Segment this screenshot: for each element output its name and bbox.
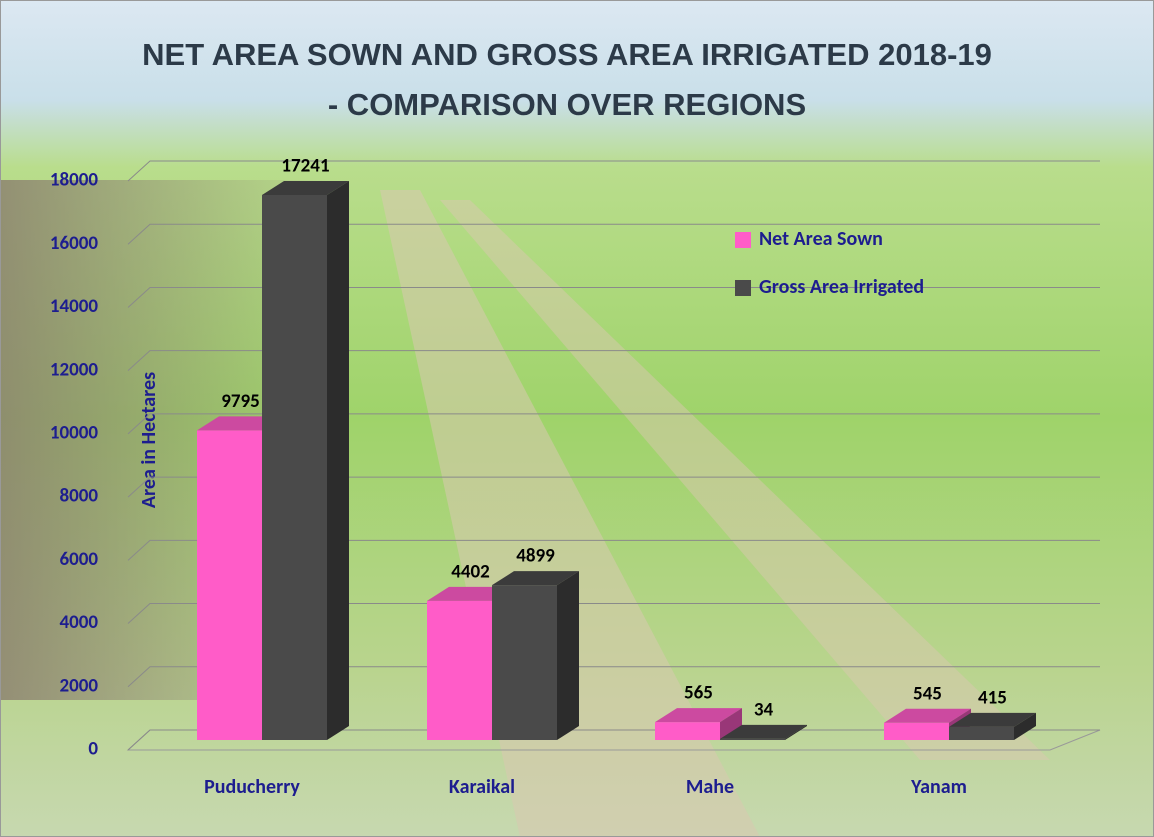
data-label: 17241 <box>281 155 329 178</box>
bar <box>262 195 327 740</box>
data-label: 4402 <box>451 560 490 583</box>
legend-swatch <box>735 232 751 248</box>
bar <box>720 739 785 740</box>
y-tick-label: 12000 <box>50 358 99 381</box>
bar <box>884 723 949 740</box>
x-tick-label: Karaikal <box>449 775 515 799</box>
bar <box>427 601 492 740</box>
x-tick-label: Yanam <box>910 775 967 799</box>
x-tick-label: Mahe <box>686 775 734 799</box>
y-tick-label: 16000 <box>50 232 99 255</box>
legend-label: Net Area Sown <box>759 227 883 251</box>
y-tick-label: 2000 <box>59 674 98 697</box>
bar <box>655 722 720 740</box>
bar <box>492 585 557 740</box>
y-axis-label: Area in Hectares <box>137 372 161 508</box>
bar <box>197 430 262 740</box>
data-label: 565 <box>684 682 713 705</box>
data-label: 415 <box>978 686 1007 709</box>
y-tick-label: 4000 <box>59 611 98 634</box>
y-tick-label: 18000 <box>50 169 99 192</box>
x-tick-label: Puducherry <box>204 775 300 799</box>
data-label: 4899 <box>516 545 555 568</box>
bar-side <box>557 571 579 740</box>
chart-title: NET AREA SOWN AND GROSS AREA IRRIGATED 2… <box>137 30 997 130</box>
legend-swatch <box>735 280 751 296</box>
data-label: 9795 <box>221 390 260 413</box>
y-tick-label: 8000 <box>59 485 98 508</box>
y-tick-label: 6000 <box>59 548 98 571</box>
legend-label: Gross Area Irrigated <box>759 275 924 299</box>
data-label: 545 <box>913 682 942 705</box>
data-label: 34 <box>754 699 774 722</box>
bar-side <box>327 181 349 740</box>
page: Area in Hectares 0 2000 4000 6000 8000 10000 1… <box>0 0 1154 837</box>
y-tick-label: 10000 <box>50 421 99 444</box>
y-tick-label: 0 <box>88 738 98 761</box>
bar <box>949 727 1014 740</box>
y-tick-label: 14000 <box>50 295 99 318</box>
